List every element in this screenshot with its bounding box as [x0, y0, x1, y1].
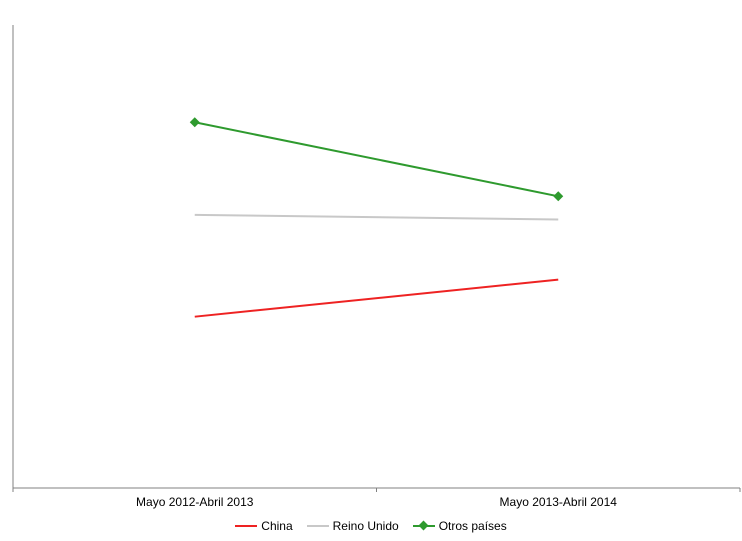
data-point: [189, 117, 200, 128]
legend-item: Otros países: [412, 519, 507, 533]
legend-label: Reino Unido: [332, 519, 399, 533]
series-line: [194, 213, 559, 221]
x-tick-label: Mayo 2012-Abril 2013: [136, 495, 254, 509]
legend-item: China: [235, 519, 293, 533]
series-layer: [189, 117, 564, 318]
x-tick-label: Mayo 2013-Abril 2014: [500, 495, 618, 509]
series-line: [194, 121, 559, 198]
line-chart: Mayo 2012-Abril 2013 Mayo 2013-Abril 2014: [12, 25, 741, 509]
legend-swatch: [412, 520, 435, 531]
legend-item: Reino Unido: [306, 519, 399, 533]
x-axis-tick-labels: Mayo 2012-Abril 2013 Mayo 2013-Abril 2014: [136, 495, 617, 509]
legend-swatch: [306, 521, 329, 531]
series-line: [194, 278, 559, 318]
legend-label: Otros países: [438, 519, 507, 533]
data-point: [553, 191, 564, 202]
x-axis-ticks: [12, 488, 741, 492]
legend-label: China: [261, 519, 293, 533]
legend-swatch: [235, 521, 258, 531]
legend: China Reino Unido Otros países: [0, 516, 742, 536]
